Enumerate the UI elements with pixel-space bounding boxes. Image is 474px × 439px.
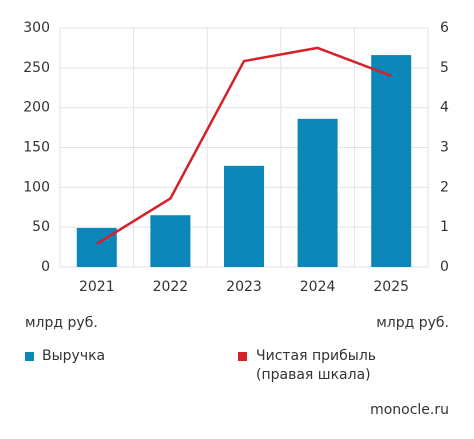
x-tick-label: 2024 [300,279,336,295]
y-tick-label: 300 [23,20,50,36]
line [96,46,392,245]
bar [371,55,412,267]
y2-tick-label: 0 [440,259,449,275]
y-tick-label: 50 [32,219,50,235]
bar [224,165,264,267]
y-tick-label: 200 [23,100,50,116]
legend-swatch [25,352,34,361]
y2-tick-label: 5 [440,60,449,76]
y2-unit: млрд руб. [376,315,449,331]
y-tick-label: 0 [41,259,50,275]
y-unit: млрд руб. [25,315,98,331]
y2-tick-label: 2 [440,179,449,195]
y-tick-label: 150 [23,140,50,156]
source: monocle.ru [370,402,449,418]
x-tick-label: 2023 [226,279,262,295]
bar [297,118,338,267]
x-tick-label: 2025 [373,279,409,295]
y2-tick-label: 6 [440,20,449,36]
legend-label: Выручка [42,348,106,364]
y2-tick-label: 3 [440,140,449,156]
bar [150,215,191,267]
legend-label: Чистая прибыль (правая шкала) [256,348,377,383]
y-tick-label: 100 [23,179,50,195]
y2-tick-label: 4 [440,100,449,116]
x-tick-label: 2022 [153,279,189,295]
x-tick-label: 2021 [79,279,115,295]
y2-tick-label: 1 [440,219,449,235]
y-tick-label: 250 [23,60,50,76]
legend-swatch [238,352,247,361]
